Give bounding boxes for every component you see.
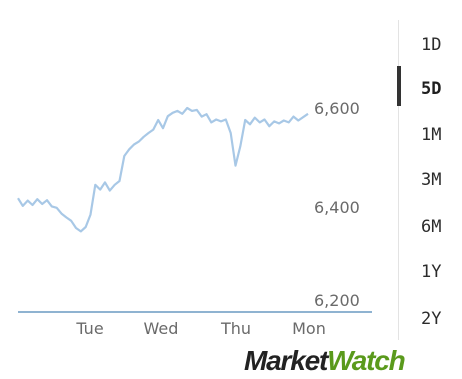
range-button-5d[interactable]: 5D	[421, 79, 442, 99]
logo-part-market: Market	[244, 345, 328, 376]
range-selector: 1D 5D 1M 3M 6M 1Y 2Y	[397, 20, 462, 340]
price-chart: 6,600 6,400 6,200 Tue Wed Thu Mon	[17, 99, 372, 338]
price-line	[17, 106, 309, 233]
active-range-indicator	[397, 66, 401, 106]
x-tick-label: Thu	[220, 319, 251, 338]
y-tick-label: 6,600	[314, 99, 360, 118]
range-button-1y[interactable]: 1Y	[421, 262, 442, 282]
y-tick-label: 6,200	[314, 291, 360, 310]
range-button-1d[interactable]: 1D	[421, 35, 442, 55]
range-button-6m[interactable]: 6M	[421, 217, 442, 237]
x-tick-label: Tue	[75, 319, 103, 338]
marketwatch-logo: MarketWatch	[244, 343, 406, 379]
range-button-3m[interactable]: 3M	[421, 170, 442, 190]
range-button-1m[interactable]: 1M	[421, 125, 442, 145]
logo-part-watch: Watch	[327, 345, 406, 376]
y-tick-label: 6,400	[314, 198, 360, 217]
x-tick-label: Mon	[292, 319, 326, 338]
x-tick-label: Wed	[144, 319, 179, 338]
range-button-2y[interactable]: 2Y	[421, 309, 442, 329]
